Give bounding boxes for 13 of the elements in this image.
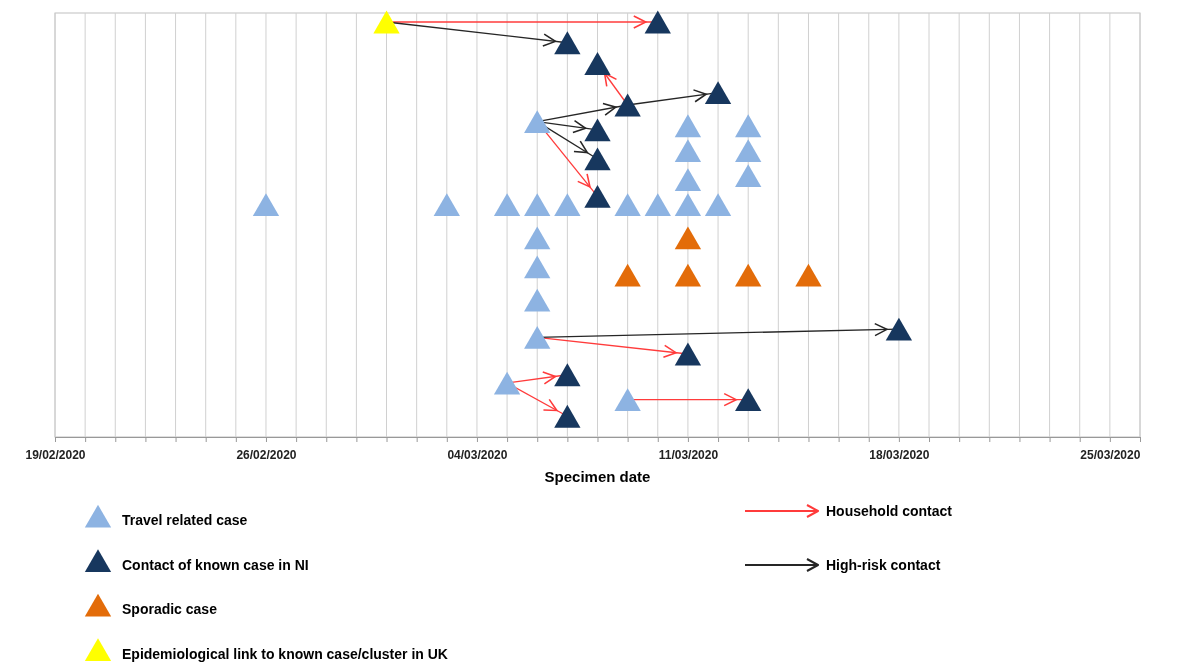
x-tick-label: 19/02/2020 [25, 448, 86, 463]
x-tick-label: 18/03/2020 [869, 448, 930, 463]
legend-label: Travel related case [122, 512, 248, 528]
legend-label: Sporadic case [122, 601, 218, 617]
legend-label: High-risk contact [826, 557, 941, 573]
x-tick-label: 04/03/2020 [447, 448, 508, 463]
legend-label: Contact of known case in NI [122, 556, 309, 573]
x-tick-label: 26/02/2020 [236, 448, 297, 463]
x-tick-label: 11/03/2020 [658, 448, 719, 463]
x-tick-label: 25/03/2020 [1080, 448, 1141, 463]
x-axis-title: Specimen date [544, 468, 651, 485]
legend-label: Household contact [826, 503, 953, 519]
legend-label: Epidemiological link to known case/cluster in UK [122, 645, 448, 662]
